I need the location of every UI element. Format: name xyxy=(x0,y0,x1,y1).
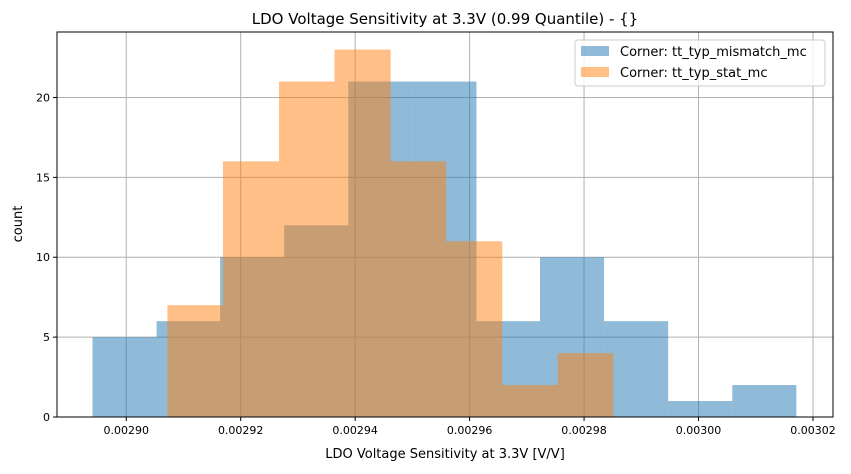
y-tick-label: 5 xyxy=(43,331,50,344)
x-tick-label: 0.00296 xyxy=(447,424,493,437)
bar-stat xyxy=(222,161,280,417)
legend-label-stat: Corner: tt_typ_stat_mc xyxy=(620,66,768,81)
y-tick-label: 20 xyxy=(36,91,50,104)
bar-stat xyxy=(557,353,614,417)
x-tick-label: 0.00298 xyxy=(561,424,607,437)
x-tick-label: 0.00300 xyxy=(676,424,722,437)
legend-box xyxy=(574,39,826,87)
bar-stat xyxy=(167,305,223,417)
x-tick-label: 0.00294 xyxy=(332,424,378,437)
legend-swatch-mismatch xyxy=(581,46,609,56)
bar-mismatch xyxy=(668,401,733,417)
y-axis-label: count xyxy=(11,206,26,243)
legend-swatch-stat xyxy=(581,67,609,77)
bar-mismatch xyxy=(92,337,157,417)
x-tick-label: 0.00290 xyxy=(103,424,149,437)
legend: Corner: tt_typ_mismatch_mc Corner: tt_ty… xyxy=(574,39,826,87)
y-tick-label: 0 xyxy=(43,411,50,424)
bar-stat xyxy=(502,385,558,417)
chart-title: LDO Voltage Sensitivity at 3.3V (0.99 Qu… xyxy=(252,10,638,28)
y-tick-label: 15 xyxy=(36,171,50,184)
bar-stat xyxy=(446,241,503,417)
y-tick-label: 10 xyxy=(36,251,50,264)
x-tick-label: 0.00292 xyxy=(218,424,264,437)
legend-label-mismatch: Corner: tt_typ_mismatch_mc xyxy=(620,45,807,60)
plot-frame xyxy=(56,31,834,418)
bar-mismatch xyxy=(604,321,669,417)
bar-stat xyxy=(334,49,391,418)
bar-stat xyxy=(279,81,335,417)
x-tick-label: 0.00302 xyxy=(790,424,836,437)
bar-stat xyxy=(390,161,447,417)
x-axis-label: LDO Voltage Sensitivity at 3.3V [V/V] xyxy=(325,447,565,462)
bar-mismatch xyxy=(732,385,797,417)
